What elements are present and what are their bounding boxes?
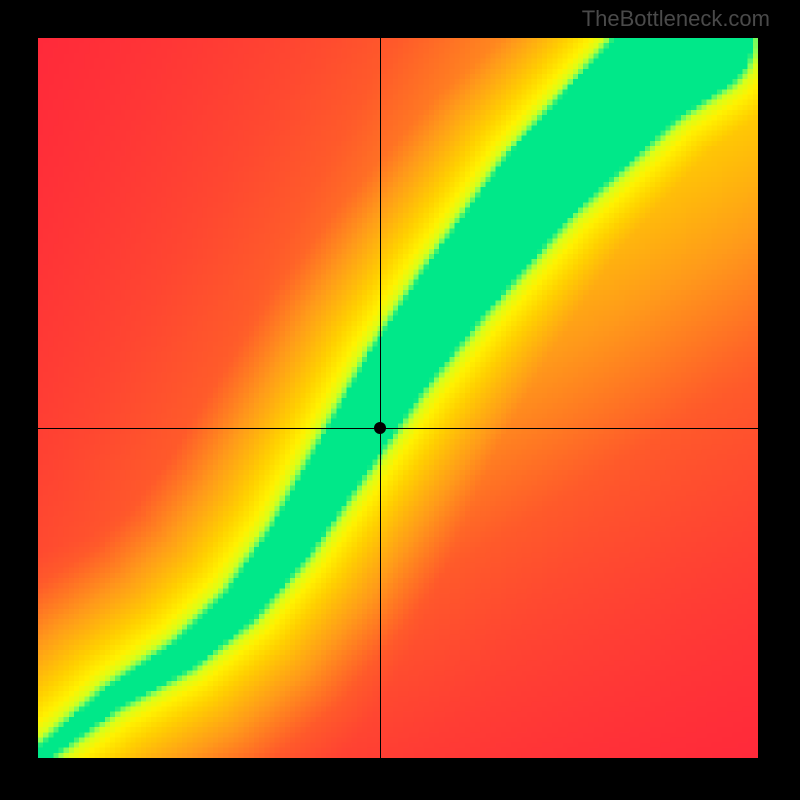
crosshair-marker <box>374 422 386 434</box>
bottleneck-heatmap <box>38 38 758 758</box>
crosshair-vertical <box>380 38 381 758</box>
watermark-text: TheBottleneck.com <box>582 6 770 32</box>
crosshair-horizontal <box>38 428 758 429</box>
chart-container: TheBottleneck.com <box>0 0 800 800</box>
